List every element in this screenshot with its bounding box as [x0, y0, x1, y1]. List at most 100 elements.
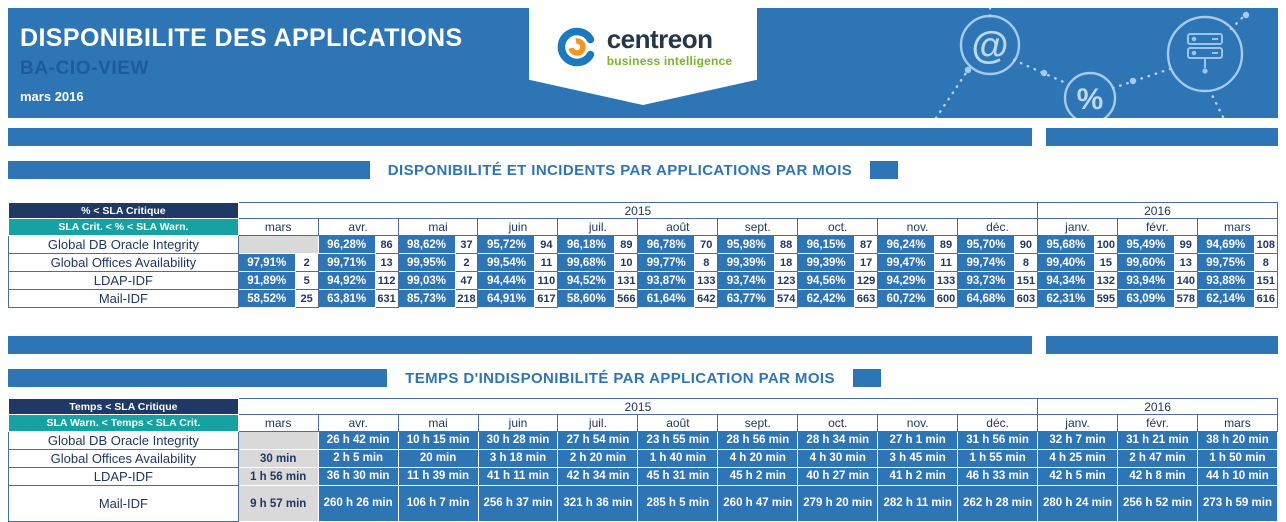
downtime-cell: 4 h 30 min [797, 449, 879, 468]
decor-strip-long [8, 128, 1032, 146]
availability-pct-cell: 99,03% [397, 271, 456, 290]
downtime-cell: 1 h 40 min [637, 449, 719, 468]
availability-pct-cell: 99,54% [477, 253, 536, 272]
month-header: août [637, 414, 719, 432]
decor-strips-top [8, 128, 1278, 146]
availability-pct-cell: 91,89% [237, 271, 296, 290]
downtime-cell: 36 h 30 min [317, 467, 399, 486]
incident-count-cell: 574 [774, 289, 799, 308]
downtime-cell: 321 h 36 min [557, 485, 639, 522]
heading-bar-left [8, 161, 370, 179]
availability-pct-cell: 93,73% [957, 271, 1015, 290]
brand-tagline: business intelligence [606, 54, 733, 68]
availability-pct-cell: 93,87% [637, 271, 696, 290]
incident-count-cell: 13 [374, 253, 399, 272]
report-subtitle: BA-CIO-VIEW [20, 57, 150, 79]
incident-count-cell: 2 [454, 253, 479, 272]
year-header: 2016 [1037, 398, 1278, 415]
downtime-cell: 30 h 28 min [477, 431, 559, 450]
row-label: LDAP-IDF [8, 467, 239, 486]
availability-pct-cell: 96,18% [557, 235, 616, 254]
decor-strip-short [1046, 128, 1278, 146]
percent-icon: % [1077, 83, 1104, 116]
incident-count-cell: 131 [614, 271, 639, 290]
brand-name: centreon [606, 24, 713, 54]
heading-spacer [916, 170, 1278, 171]
incident-count-cell: 86 [374, 235, 399, 254]
availability-pct-cell: 99,39% [797, 253, 856, 272]
availability-pct-cell: 99,60% [1116, 253, 1175, 272]
section-title-downtime: TEMPS D'INDISPONIBILITÉ PAR APPLICATION … [405, 369, 835, 387]
downtime-cell: 262 h 28 min [957, 485, 1039, 522]
section-heading-downtime: TEMPS D'INDISPONIBILITÉ PAR APPLICATION … [8, 368, 1278, 388]
downtime-cell: 4 h 20 min [717, 449, 799, 468]
availability-pct-cell: 94,29% [877, 271, 936, 290]
downtime-cell: 3 h 18 min [477, 449, 559, 468]
incident-count-cell: 663 [854, 289, 879, 308]
year-header: 2016 [1036, 202, 1279, 219]
availability-table-container: % < SLA Critique 2015 2016 SLA Crit. < % < … [8, 202, 1279, 308]
incident-count-cell: 37 [454, 235, 479, 254]
incident-count-cell: 70 [694, 235, 719, 254]
availability-pct-cell: 61,64% [637, 289, 696, 308]
incident-count-cell: 133 [694, 271, 719, 290]
incident-count-cell: 25 [294, 289, 319, 308]
table-row: Global Offices Availability 97,91% 2 99,71%… [8, 253, 1279, 272]
incident-count-cell: 129 [854, 271, 879, 290]
year-header: 2015 [237, 398, 1039, 415]
month-header: juin [477, 414, 559, 432]
month-header: mars [237, 414, 319, 432]
availability-pct-cell: 99,77% [637, 253, 696, 272]
availability-pct-cell: 63,77% [717, 289, 776, 308]
downtime-cell: 260 h 47 min [717, 485, 799, 522]
availability-pct-cell: 62,31% [1036, 289, 1095, 308]
downtime-cell: 11 h 39 min [397, 467, 479, 486]
network-decoration: @ % [934, 8, 1250, 118]
downtime-cell: 28 h 34 min [797, 431, 879, 450]
section-title-availability: DISPONIBILITÉ ET INCIDENTS PAR APPLICATI… [387, 161, 853, 179]
downtime-cell: 282 h 11 min [877, 485, 959, 522]
empty-cell [237, 431, 319, 450]
decor-strip-short [1046, 336, 1278, 354]
month-header: nov. [877, 218, 959, 236]
brand-ribbon: centreon business intelligence [529, 8, 757, 105]
month-header: janv. [1037, 414, 1118, 432]
downtime-cell: 32 h 7 min [1037, 431, 1118, 450]
month-header: mars [1196, 414, 1279, 432]
month-header: sept. [717, 414, 799, 432]
availability-pct-cell: 96,24% [877, 235, 936, 254]
incident-count-cell: 151 [1013, 271, 1038, 290]
downtime-cell: 256 h 37 min [477, 485, 559, 522]
incident-count-cell: 595 [1093, 289, 1118, 308]
incident-count-cell: 88 [774, 235, 799, 254]
incident-count-cell: 218 [454, 289, 479, 308]
availability-pct-cell: 63,09% [1116, 289, 1175, 308]
month-header: avr. [317, 414, 399, 432]
availability-pct-cell: 99,47% [877, 253, 936, 272]
availability-pct-cell: 96,15% [797, 235, 856, 254]
row-label: Global Offices Availability [8, 449, 239, 468]
incident-count-cell: 11 [934, 253, 959, 272]
availability-pct-cell: 94,92% [317, 271, 376, 290]
downtime-cell: 280 h 24 min [1037, 485, 1118, 522]
incident-count-cell: 11 [534, 253, 559, 272]
table-row: Mail-IDF 58,52% 25 63,81% 631 85,73% 218 64,91%… [8, 289, 1279, 308]
downtime-cell: 279 h 20 min [797, 485, 879, 522]
downtime-cell: 1 h 55 min [957, 449, 1039, 468]
incident-count-cell: 18 [774, 253, 799, 272]
downtime-cell: 42 h 34 min [557, 467, 639, 486]
availability-pct-cell: 85,73% [397, 289, 456, 308]
brand-text-block: centreon business intelligence [607, 26, 733, 68]
incident-count-cell: 47 [454, 271, 479, 290]
incident-count-cell: 87 [854, 235, 879, 254]
availability-pct-cell: 99,95% [397, 253, 456, 272]
downtime-cell: 3 h 45 min [877, 449, 959, 468]
downtime-cell: 26 h 42 min [317, 431, 399, 450]
incident-count-cell: 5 [294, 271, 319, 290]
table-row: LDAP-IDF 1 h 56 min 36 h 30 min 11 h 39 min… [8, 467, 1279, 486]
legend-critical: % < SLA Critique [8, 202, 239, 219]
row-label: Global DB Oracle Integrity [8, 235, 239, 254]
downtime-cell: 28 h 56 min [717, 431, 799, 450]
downtime-cell: 38 h 20 min [1196, 431, 1279, 450]
